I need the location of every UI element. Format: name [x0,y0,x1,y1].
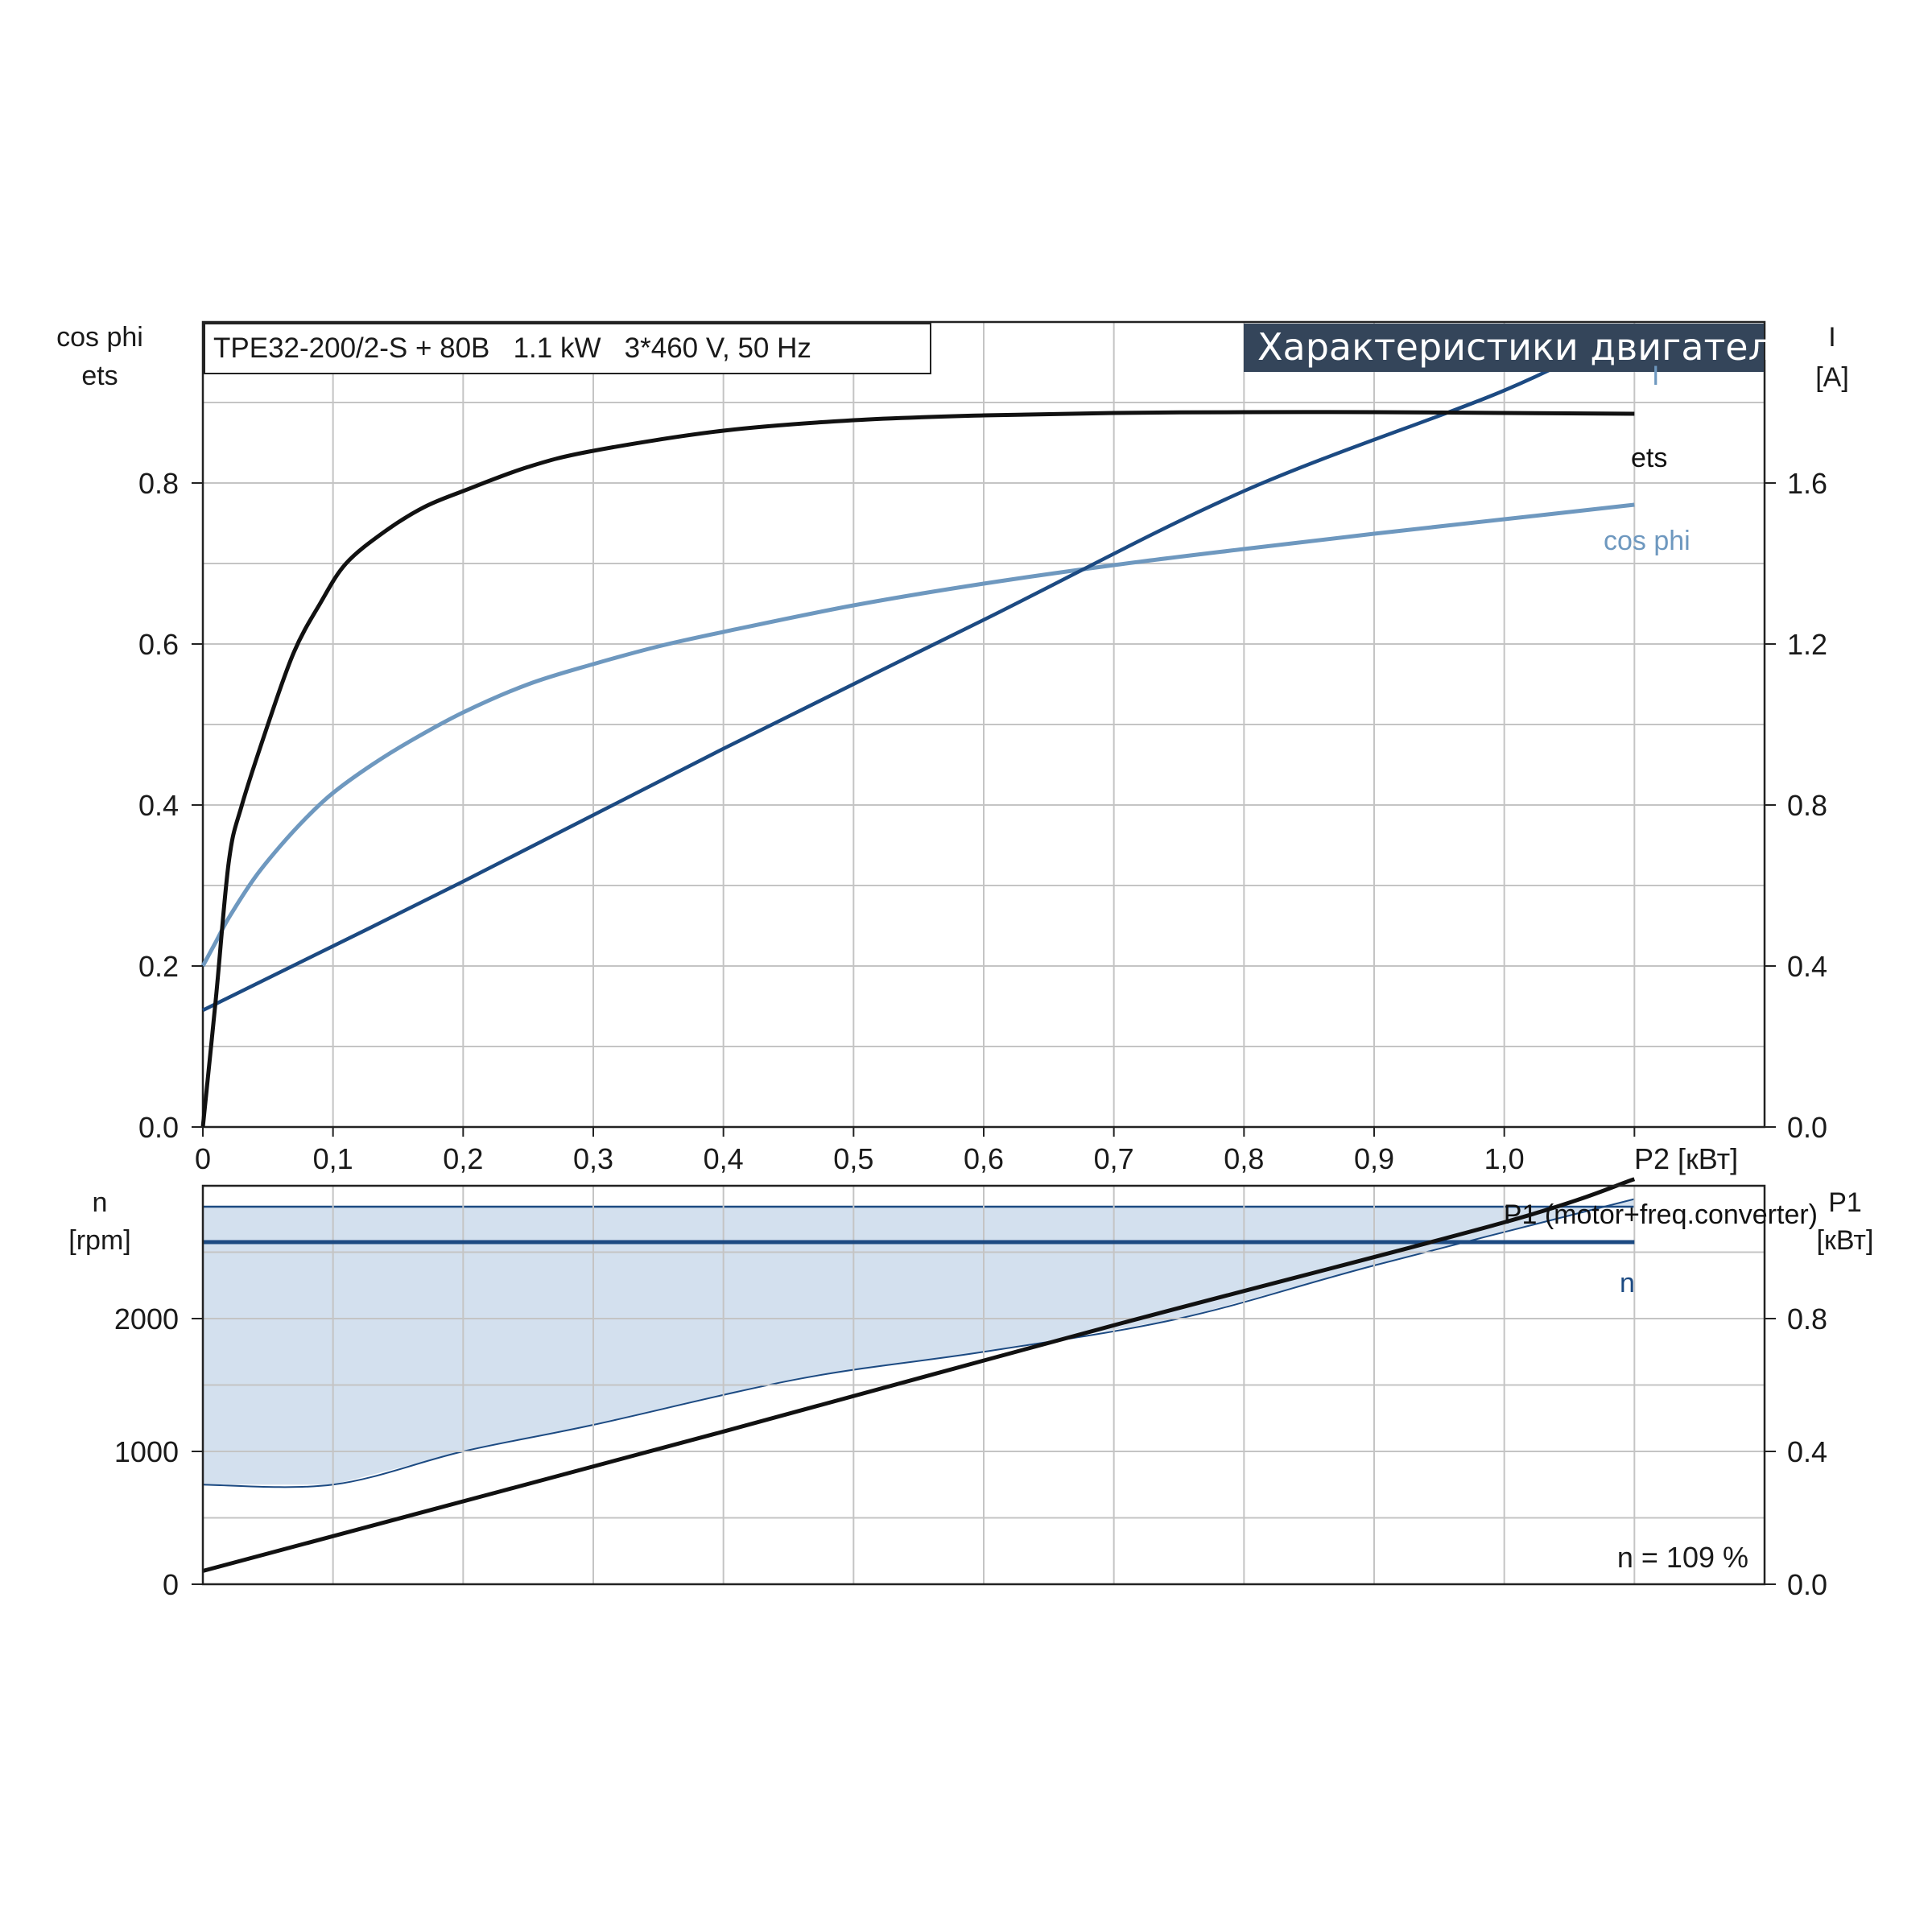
bottom-panel-grid [203,1186,1765,1584]
tick-labels: 0 0,1 0,2 0,3 0,4 0,5 0,6 0,7 0,8 0,9 1,0 0.0 0.2 0.4… [114,467,1827,1601]
x-tick-label: 1,0 [1484,1142,1525,1175]
model-label: TPE32-200/2-S + 80B 1.1 kW 3*460 V, 50 H… [213,332,811,364]
y-right-tick-label: 0.4 [1787,950,1827,983]
x-axis-title: P2 [кВт] [1634,1142,1738,1175]
ets-curve [200,410,1635,1128]
curve-label-i: I [1652,361,1659,391]
x-tick-label: 0 [195,1142,211,1175]
right-axis-title-i-unit: [A] [1815,362,1849,393]
x-tick-label: 0,1 [313,1142,353,1175]
y-right-tick-label: 0.8 [1787,789,1827,822]
y-tick-label: 0.2 [138,950,179,983]
x-tick-label: 0,2 [443,1142,483,1175]
curve-label-cos-phi: cos phi [1604,526,1690,556]
left-axis-title-cos-phi: cos phi [56,322,143,353]
speed-annotation: n = 109 % [1617,1541,1748,1574]
y-tick-label-bottom: 0 [163,1568,179,1601]
y-tick-label: 0.4 [138,789,179,822]
top-panel-curves [200,324,1636,1128]
top-panel-grid [203,322,1765,1127]
y-tick-label-bottom: 1000 [114,1435,179,1468]
y-right-tick-label-bottom: 0.0 [1787,1568,1827,1601]
y-tick-label: 0.8 [138,467,179,500]
y-right-tick-label: 0.0 [1787,1111,1827,1144]
cos-phi-curve [200,502,1635,968]
right-axis-title-p1-unit: [кВт] [1817,1225,1874,1256]
left-axis-title-n: n [93,1187,108,1218]
x-tick-label: 0,6 [964,1142,1004,1175]
x-tick-label: 0,7 [1094,1142,1134,1175]
x-tick-label: 0,5 [833,1142,873,1175]
curve-label-p1: P1 (motor+freq.converter) [1504,1199,1818,1230]
speed-range-fill [203,1199,1635,1485]
model-label-box [204,323,931,374]
y-right-tick-label-bottom: 0.8 [1787,1302,1827,1335]
curve-label-ets: ets [1631,443,1667,473]
x-tick-label: 0,3 [573,1142,613,1175]
left-axis-title-ets: ets [81,361,118,391]
x-tick-label: 0,9 [1354,1142,1394,1175]
header-label: Характеристики двигателя [1257,325,1794,369]
y-tick-label: 0.6 [138,628,179,661]
left-axis-title-rpm: [rpm] [68,1225,130,1256]
y-right-tick-label-bottom: 0.4 [1787,1435,1827,1468]
x-tick-label: 0,8 [1224,1142,1264,1175]
bottom-panel-curves [202,1177,1636,1573]
p1-curve [202,1177,1636,1573]
bottom-panel-frame [201,1184,1766,1586]
right-axis-title-i: I [1828,322,1835,353]
current-curve [202,324,1636,1013]
right-axis-title-p1: P1 [1828,1187,1862,1218]
curve-label-n: n [1620,1268,1635,1298]
y-tick-label-bottom: 2000 [114,1302,179,1335]
x-tick-label: 0,4 [704,1142,744,1175]
y-right-tick-label: 1.6 [1787,467,1827,500]
y-tick-label: 0.0 [138,1111,179,1144]
y-right-tick-label: 1.2 [1787,628,1827,661]
header-label-background [1244,324,1764,372]
